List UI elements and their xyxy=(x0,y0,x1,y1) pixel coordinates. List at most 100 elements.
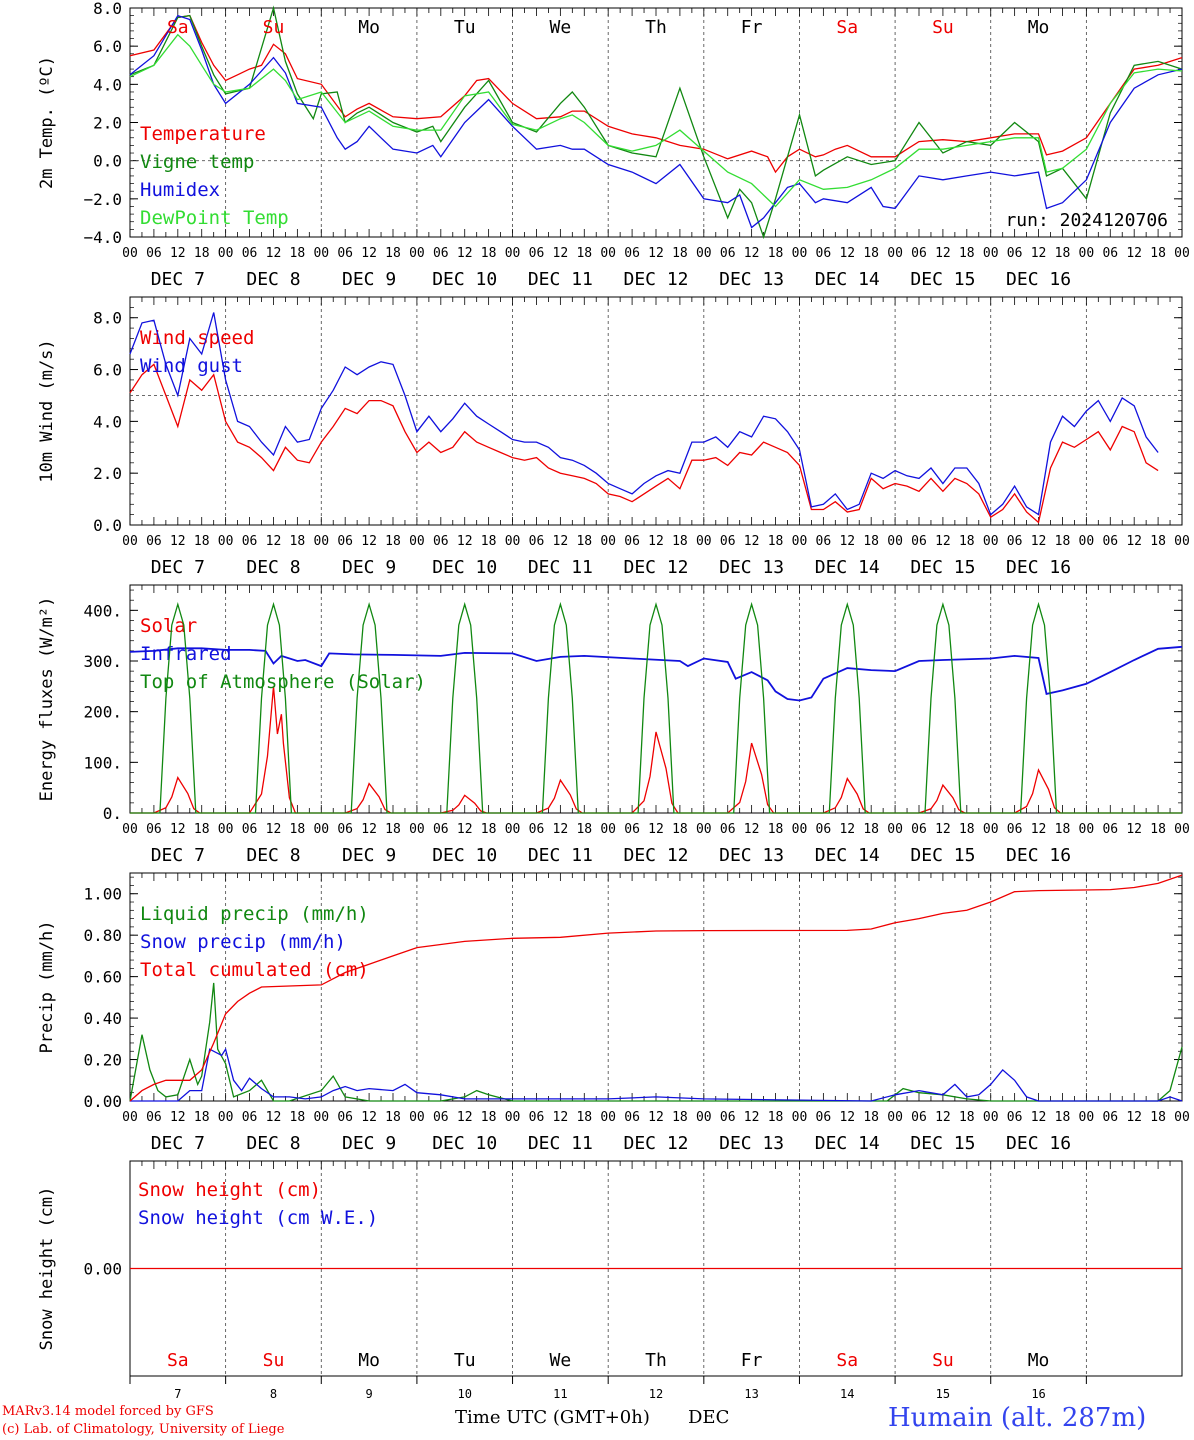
hour-label: 00 xyxy=(1174,1110,1190,1125)
hour-label: 12 xyxy=(1126,534,1142,549)
panel-1: 8.0 6.0 4.0 2.0 0.0 −2.0 −4.0 2m Temp. (ºC) Temp… xyxy=(37,0,1190,290)
hour-label: 00 xyxy=(218,1110,234,1125)
y-tick-label: 400. xyxy=(83,601,122,620)
hour-label: 12 xyxy=(648,534,664,549)
hour-label: 18 xyxy=(194,534,210,549)
day-label: DEC 16 xyxy=(1006,557,1071,578)
hour-label: 06 xyxy=(146,822,162,837)
y-tick-label: 4.0 xyxy=(93,75,122,94)
hour-label: 06 xyxy=(529,534,545,549)
day-abbr: Sa xyxy=(167,1350,189,1371)
day-label: DEC 9 xyxy=(342,1133,396,1154)
y-tick-label: 100. xyxy=(83,753,122,772)
day-label: DEC 12 xyxy=(623,557,688,578)
hour-label: 06 xyxy=(1007,822,1023,837)
legend-entry: Temperature xyxy=(140,123,266,145)
hour-label: 00 xyxy=(1174,822,1190,837)
hour-label: 06 xyxy=(720,822,736,837)
day-number: 15 xyxy=(936,1387,950,1401)
y-tick-label: −2.0 xyxy=(83,190,122,209)
hour-label: 18 xyxy=(194,246,210,261)
y-tick-label: 0.20 xyxy=(83,1051,122,1070)
day-label: DEC 11 xyxy=(528,845,593,866)
hour-label: 18 xyxy=(481,1110,497,1125)
y-tick-label: 4.0 xyxy=(93,412,122,431)
time-axis-title: Time UTC (GMT+0h) xyxy=(455,1407,650,1428)
hour-label: 18 xyxy=(385,822,401,837)
day-abbr: Sa xyxy=(836,17,858,38)
hour-label: 06 xyxy=(624,822,640,837)
hour-label: 06 xyxy=(433,534,449,549)
legend-entry: Wind gust xyxy=(140,355,243,377)
day-abbr: Su xyxy=(263,1350,285,1371)
hour-label: 12 xyxy=(266,822,282,837)
hour-label: 12 xyxy=(648,1110,664,1125)
day-label: DEC 7 xyxy=(151,845,205,866)
legend-entry: Wind speed xyxy=(140,327,254,349)
hour-label: 06 xyxy=(337,822,353,837)
hour-label: 00 xyxy=(505,534,521,549)
hour-label: 06 xyxy=(337,1110,353,1125)
y-tick-label: 2.0 xyxy=(93,464,122,483)
y-tick-label: 6.0 xyxy=(93,361,122,380)
hour-label: 06 xyxy=(433,822,449,837)
day-label: DEC 11 xyxy=(528,269,593,290)
hour-label: 00 xyxy=(792,1110,808,1125)
hour-label: 00 xyxy=(983,1110,999,1125)
hour-label: 18 xyxy=(1150,534,1166,549)
hour-label: 18 xyxy=(959,246,975,261)
legend-entry: Snow height (cm) xyxy=(138,1179,321,1201)
hour-label: 18 xyxy=(672,1110,688,1125)
day-label: DEC 16 xyxy=(1006,1133,1071,1154)
y-tick-label: 300. xyxy=(83,652,122,671)
day-abbr: Fr xyxy=(741,17,763,38)
hour-label: 00 xyxy=(1174,246,1190,261)
y-axis-label: 2m Temp. (ºC) xyxy=(37,56,57,189)
meteogram-svg: 8.0 6.0 4.0 2.0 0.0 −2.0 −4.0 2m Temp. (ºC) Temp… xyxy=(37,0,1190,1401)
day-abbr: Mo xyxy=(1028,1350,1050,1371)
series-line xyxy=(129,14,1183,174)
hour-label: 18 xyxy=(576,534,592,549)
hour-label: 12 xyxy=(457,1110,473,1125)
legend-entry: DewPoint Temp xyxy=(140,207,289,229)
day-abbr: Tu xyxy=(454,1350,476,1371)
hour-label: 06 xyxy=(624,534,640,549)
hour-label: 18 xyxy=(1055,534,1071,549)
hour-label: 06 xyxy=(146,1110,162,1125)
hour-label: 12 xyxy=(553,246,569,261)
hour-label: 00 xyxy=(1079,822,1095,837)
y-tick-label: 0.60 xyxy=(83,968,122,987)
day-label: DEC 14 xyxy=(815,1133,880,1154)
hour-label: 00 xyxy=(122,534,138,549)
hour-label: 18 xyxy=(1150,246,1166,261)
hour-label: 18 xyxy=(481,246,497,261)
hour-label: 18 xyxy=(768,1110,784,1125)
hour-label: 18 xyxy=(576,246,592,261)
y-tick-label: 0.00 xyxy=(83,1092,122,1111)
hour-label: 00 xyxy=(122,246,138,261)
station-name: Humain (alt. 287m) xyxy=(888,1403,1147,1433)
hour-label: 00 xyxy=(1079,534,1095,549)
hour-label: 12 xyxy=(648,822,664,837)
hour-label: 06 xyxy=(433,246,449,261)
day-label: DEC 14 xyxy=(815,269,880,290)
series-line xyxy=(130,1047,1183,1102)
hour-label: 18 xyxy=(194,822,210,837)
hour-label: 06 xyxy=(242,1110,258,1125)
hour-label: 00 xyxy=(792,246,808,261)
hour-label: 00 xyxy=(792,822,808,837)
day-label: DEC 7 xyxy=(151,1133,205,1154)
legend-entry: Humidex xyxy=(140,179,220,201)
hour-label: 06 xyxy=(1007,1110,1023,1125)
hour-label: 18 xyxy=(385,534,401,549)
hour-label: 06 xyxy=(337,246,353,261)
hour-label: 12 xyxy=(170,246,186,261)
hour-label: 12 xyxy=(935,534,951,549)
day-label: DEC 16 xyxy=(1006,845,1071,866)
hour-label: 18 xyxy=(768,822,784,837)
y-tick-label: 0.40 xyxy=(83,1009,122,1028)
day-label: DEC 12 xyxy=(623,269,688,290)
y-axis-label: Precip (mm/h) xyxy=(37,920,57,1053)
y-tick-label: 8.0 xyxy=(93,0,122,18)
hour-label: 18 xyxy=(194,1110,210,1125)
